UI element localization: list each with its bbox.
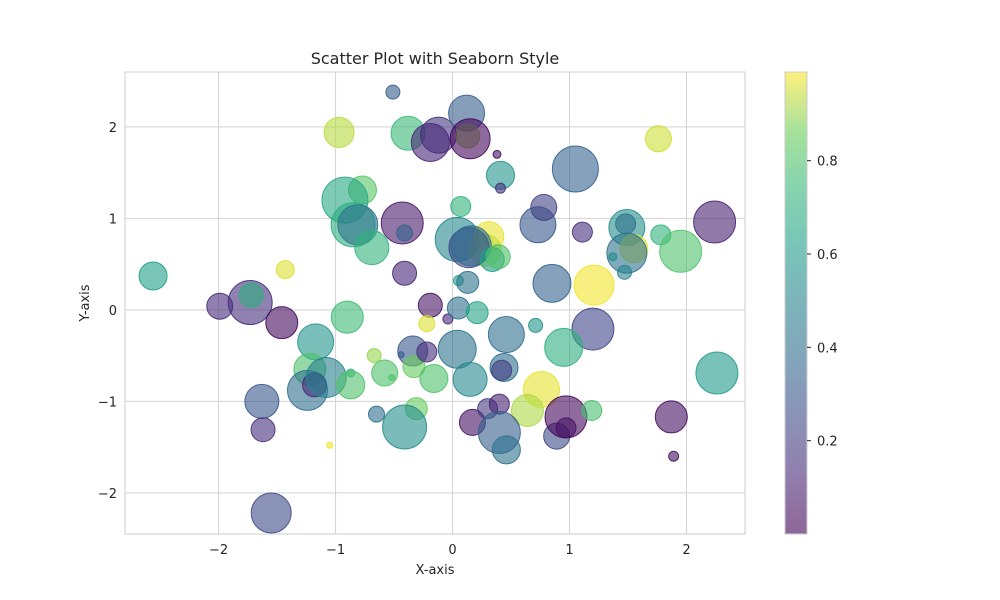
scatter-point [571,221,593,243]
scatter-point [330,300,364,334]
colorbar: 0.2 0.4 0.6 0.8 [784,71,838,535]
scatter-point [528,317,544,333]
scatter-point [492,149,502,159]
x-axis-label: X-axis [416,563,455,578]
scatter-point [544,327,584,367]
scatter-point [416,341,438,363]
colorbar-tick-label: 0.8 [817,155,838,170]
scatter-point [532,263,572,303]
scatter-point [388,374,396,382]
x-tick-label: 2 [682,543,690,558]
scatter-point [396,224,414,242]
scatter-points [138,84,739,534]
scatter-point [449,118,491,160]
scatter-point [238,282,264,308]
scatter-point [275,260,295,280]
scatter-point [402,355,426,379]
scatter-point [544,395,588,439]
scatter-point [571,307,615,351]
scatter-point [668,450,680,462]
scatter-point [382,404,428,450]
scatter-point [450,195,472,217]
scatter-point [495,182,507,194]
colorbar-tick-label: 0.6 [817,248,838,263]
scatter-point [138,261,168,291]
scatter-point [368,405,386,423]
y-tick-label: 2 [109,121,117,136]
scatter-point [659,229,703,273]
y-tick-label: −1 [98,395,117,410]
scatter-point [487,316,525,354]
scatter-point [385,84,401,100]
scatter-point [371,359,399,387]
scatter-point [452,361,488,397]
y-tick-labels: −2 −1 0 1 2 [98,121,117,502]
scatter-point [250,417,276,443]
scatter-point [244,383,280,419]
scatter-point [323,116,355,148]
scatter-point [485,244,511,270]
scatter-point [419,363,449,393]
scatter-point [410,122,450,162]
x-tick-label: −2 [209,543,228,558]
scatter-point [491,359,513,381]
y-tick-label: 0 [109,304,117,319]
colorbar-gradient [784,71,808,535]
scatter-point [465,301,489,325]
scatter-point [456,270,480,294]
scatter-point [250,492,292,534]
scatter-point [336,370,366,400]
chart-title: Scatter Plot with Seaborn Style [311,49,560,68]
scatter-point [530,193,558,221]
colorbar-tick-label: 0.2 [817,435,838,450]
x-tick-label: −1 [326,543,345,558]
scatter-point [265,306,299,340]
plot-area: −2 −1 0 1 2 −2 −1 0 1 2 [98,71,746,558]
scatter-point [644,125,672,153]
y-tick-label: −2 [98,487,117,502]
scatter-point [695,351,739,395]
y-axis-label: Y-axis [78,284,93,322]
colorbar-tick-label: 0.4 [817,341,838,356]
scatter-point [417,292,443,318]
scatter-point [581,399,603,421]
scatter-point [608,252,618,262]
scatter-point [654,400,688,434]
scatter-point [392,260,418,286]
scatter-point [551,145,599,193]
scatter-point [491,435,521,465]
x-tick-label: 1 [565,543,573,558]
scatter-point [418,315,436,333]
scatter-point [617,264,633,280]
scatter-point [366,348,382,364]
colorbar-ticks: 0.2 0.4 0.6 0.8 [807,155,838,450]
scatter-point [510,393,544,427]
scatter-point [693,200,737,244]
x-tick-label: 0 [448,543,456,558]
scatter-point [573,264,615,306]
y-tick-label: 1 [109,212,117,227]
x-tick-labels: −2 −1 0 1 2 [209,543,691,558]
scatter-point [354,230,390,266]
scatter-point [442,313,454,325]
scatter-point [326,441,334,449]
